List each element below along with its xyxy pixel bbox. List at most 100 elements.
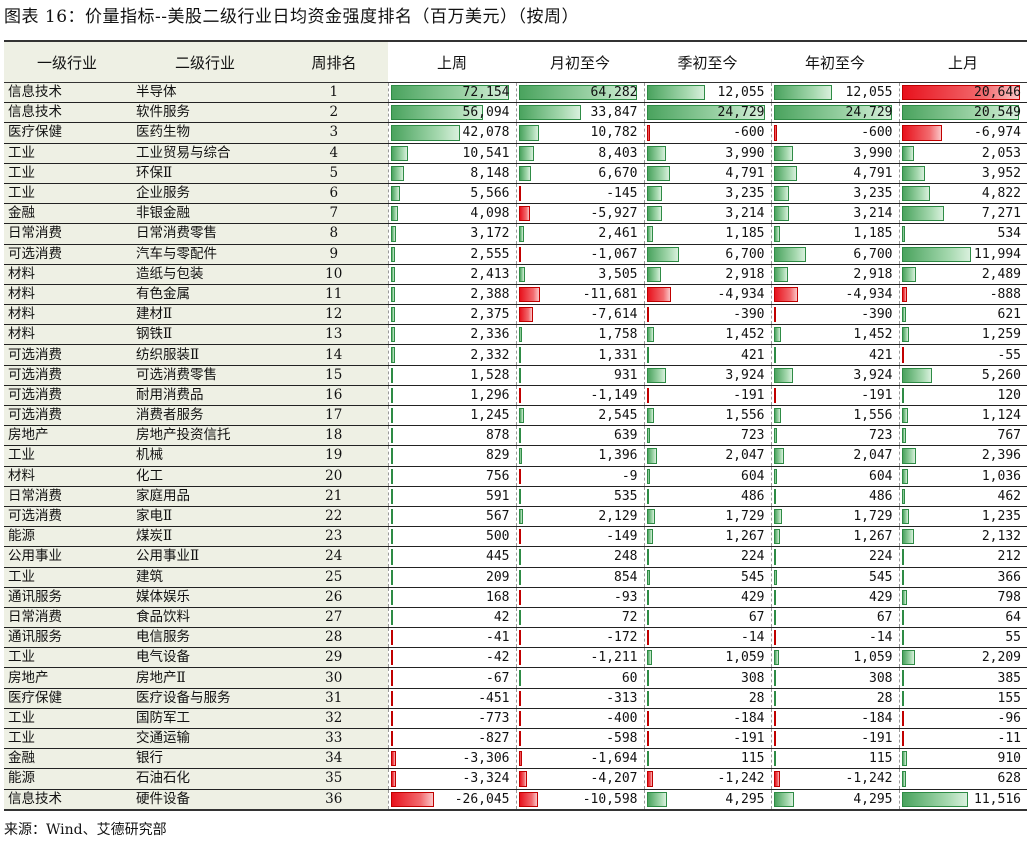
data-bar-positive: [646, 589, 649, 605]
data-bar-positive: [518, 266, 525, 282]
cell-ytd: -390: [770, 304, 899, 326]
data-bar-positive: [901, 650, 915, 666]
header-row: 一级行业 二级行业 周排名 上周 月初至今 季初至今 年初至今 上月: [4, 40, 1027, 83]
cell-last-month: 120: [898, 385, 1027, 407]
cell-value: 3,924: [725, 367, 765, 383]
cell-last-month: 155: [898, 688, 1027, 709]
cell-value: -191: [861, 731, 893, 747]
data-bar-positive: [390, 145, 408, 161]
cell-industry: 有色金属: [130, 284, 280, 306]
data-bar-negative: [518, 690, 521, 706]
cell-value: -3,324: [462, 771, 510, 787]
cell-last-month: 5,260: [898, 365, 1027, 386]
cell-value: -888: [989, 286, 1021, 302]
data-bar-negative: [518, 731, 521, 747]
cell-value: 385: [997, 670, 1021, 686]
table-row: 公用事业 公用事业Ⅱ 24 445 248 224 224 212: [4, 546, 1027, 568]
cell-value: -4,207: [590, 771, 638, 787]
cell-industry: 可选消费零售: [130, 365, 280, 386]
col-header-mtd: 月初至今: [516, 40, 644, 83]
data-bar-positive: [518, 226, 524, 242]
cell-rank: 36: [280, 789, 388, 811]
data-bar-negative: [773, 125, 777, 141]
cell-value: 421: [741, 347, 765, 363]
cell-qtd: 429: [643, 587, 771, 608]
data-bar-positive: [901, 145, 914, 161]
cell-qtd: 24,729: [643, 102, 771, 124]
data-bar-positive: [390, 488, 393, 504]
cell-value: 878: [486, 428, 510, 444]
cell-ytd: 1,267: [770, 526, 899, 548]
cell-value: 5,260: [981, 367, 1021, 383]
cell-value: 1,267: [853, 529, 893, 545]
data-bar-positive: [390, 125, 460, 141]
cell-industry: 石油石化: [130, 768, 280, 790]
cell-sector: 材料: [4, 284, 130, 306]
cell-sector: 日常消费: [4, 223, 130, 245]
cell-industry: 消费者服务: [130, 405, 280, 427]
cell-value: 756: [486, 468, 510, 484]
cell-qtd: 3,990: [643, 143, 771, 164]
data-bar-positive: [518, 609, 521, 626]
cell-value: -14: [869, 630, 893, 646]
cell-last-week: 72,154: [387, 82, 516, 104]
cell-value: 55: [1005, 630, 1021, 646]
cell-ytd: 2,047: [770, 445, 899, 467]
data-bar-positive: [646, 185, 662, 202]
cell-sector: 公用事业: [4, 546, 130, 568]
cell-last-week: -41: [387, 627, 516, 649]
cell-sector: 信息技术: [4, 82, 130, 104]
cell-value: -390: [861, 307, 893, 323]
cell-sector: 工业: [4, 163, 130, 184]
cell-mtd: -1,694: [515, 748, 644, 770]
cell-ytd: 1,452: [770, 324, 899, 346]
cell-last-month: 11,516: [898, 789, 1027, 811]
cell-value: -9: [621, 468, 638, 484]
data-bar-positive: [390, 508, 393, 525]
cell-last-week: 10,541: [387, 143, 516, 164]
cell-value: -3,306: [462, 751, 510, 767]
cell-value: 3,235: [853, 186, 893, 202]
col-header-last-month: 上月: [899, 40, 1027, 83]
cell-qtd: 67: [643, 607, 771, 629]
cell-value: 1,245: [470, 408, 510, 424]
cell-qtd: 1,185: [643, 223, 771, 245]
cell-qtd: 115: [643, 748, 771, 770]
data-bar-negative: [390, 771, 396, 787]
cell-qtd: -1,242: [643, 768, 771, 790]
data-bar-positive: [773, 529, 780, 545]
cell-value: 3,214: [725, 206, 765, 222]
data-bar-negative: [901, 347, 904, 363]
cell-value: -184: [733, 710, 765, 726]
cell-industry: 耐用消费品: [130, 385, 280, 407]
table-row: 可选消费 纺织服装Ⅱ 14 2,332 1,331 421 421 -55: [4, 344, 1027, 366]
cell-last-month: 55: [898, 627, 1027, 649]
cell-value: 628: [997, 771, 1021, 787]
data-bar-positive: [646, 428, 650, 444]
data-bar-positive: [901, 488, 905, 504]
cell-mtd: -9: [515, 466, 644, 487]
cell-last-week: 209: [387, 567, 516, 588]
cell-value: -41: [486, 630, 510, 646]
cell-mtd: 1,331: [515, 344, 644, 366]
data-bar-positive: [518, 428, 521, 444]
cell-value: 462: [997, 488, 1021, 504]
cell-rank: 18: [280, 425, 388, 447]
cell-mtd: -7,614: [515, 304, 644, 326]
cell-value: 1,729: [853, 509, 893, 525]
data-bar-negative: [773, 307, 776, 323]
cell-qtd: 6,700: [643, 244, 771, 265]
cell-value: 366: [997, 569, 1021, 585]
cell-mtd: -93: [515, 587, 644, 608]
col-header-last-week: 上周: [388, 40, 516, 83]
cell-sector: 材料: [4, 324, 130, 346]
cell-value: 1,185: [725, 226, 765, 242]
data-bar-positive: [646, 448, 657, 464]
cell-qtd: -14: [643, 627, 771, 649]
data-bar-negative: [518, 650, 521, 666]
data-bar-positive: [518, 508, 523, 525]
cell-last-week: 591: [387, 486, 516, 507]
cell-mtd: -149: [515, 526, 644, 548]
cell-value: 1,452: [853, 327, 893, 343]
cell-value: -55: [997, 347, 1021, 363]
